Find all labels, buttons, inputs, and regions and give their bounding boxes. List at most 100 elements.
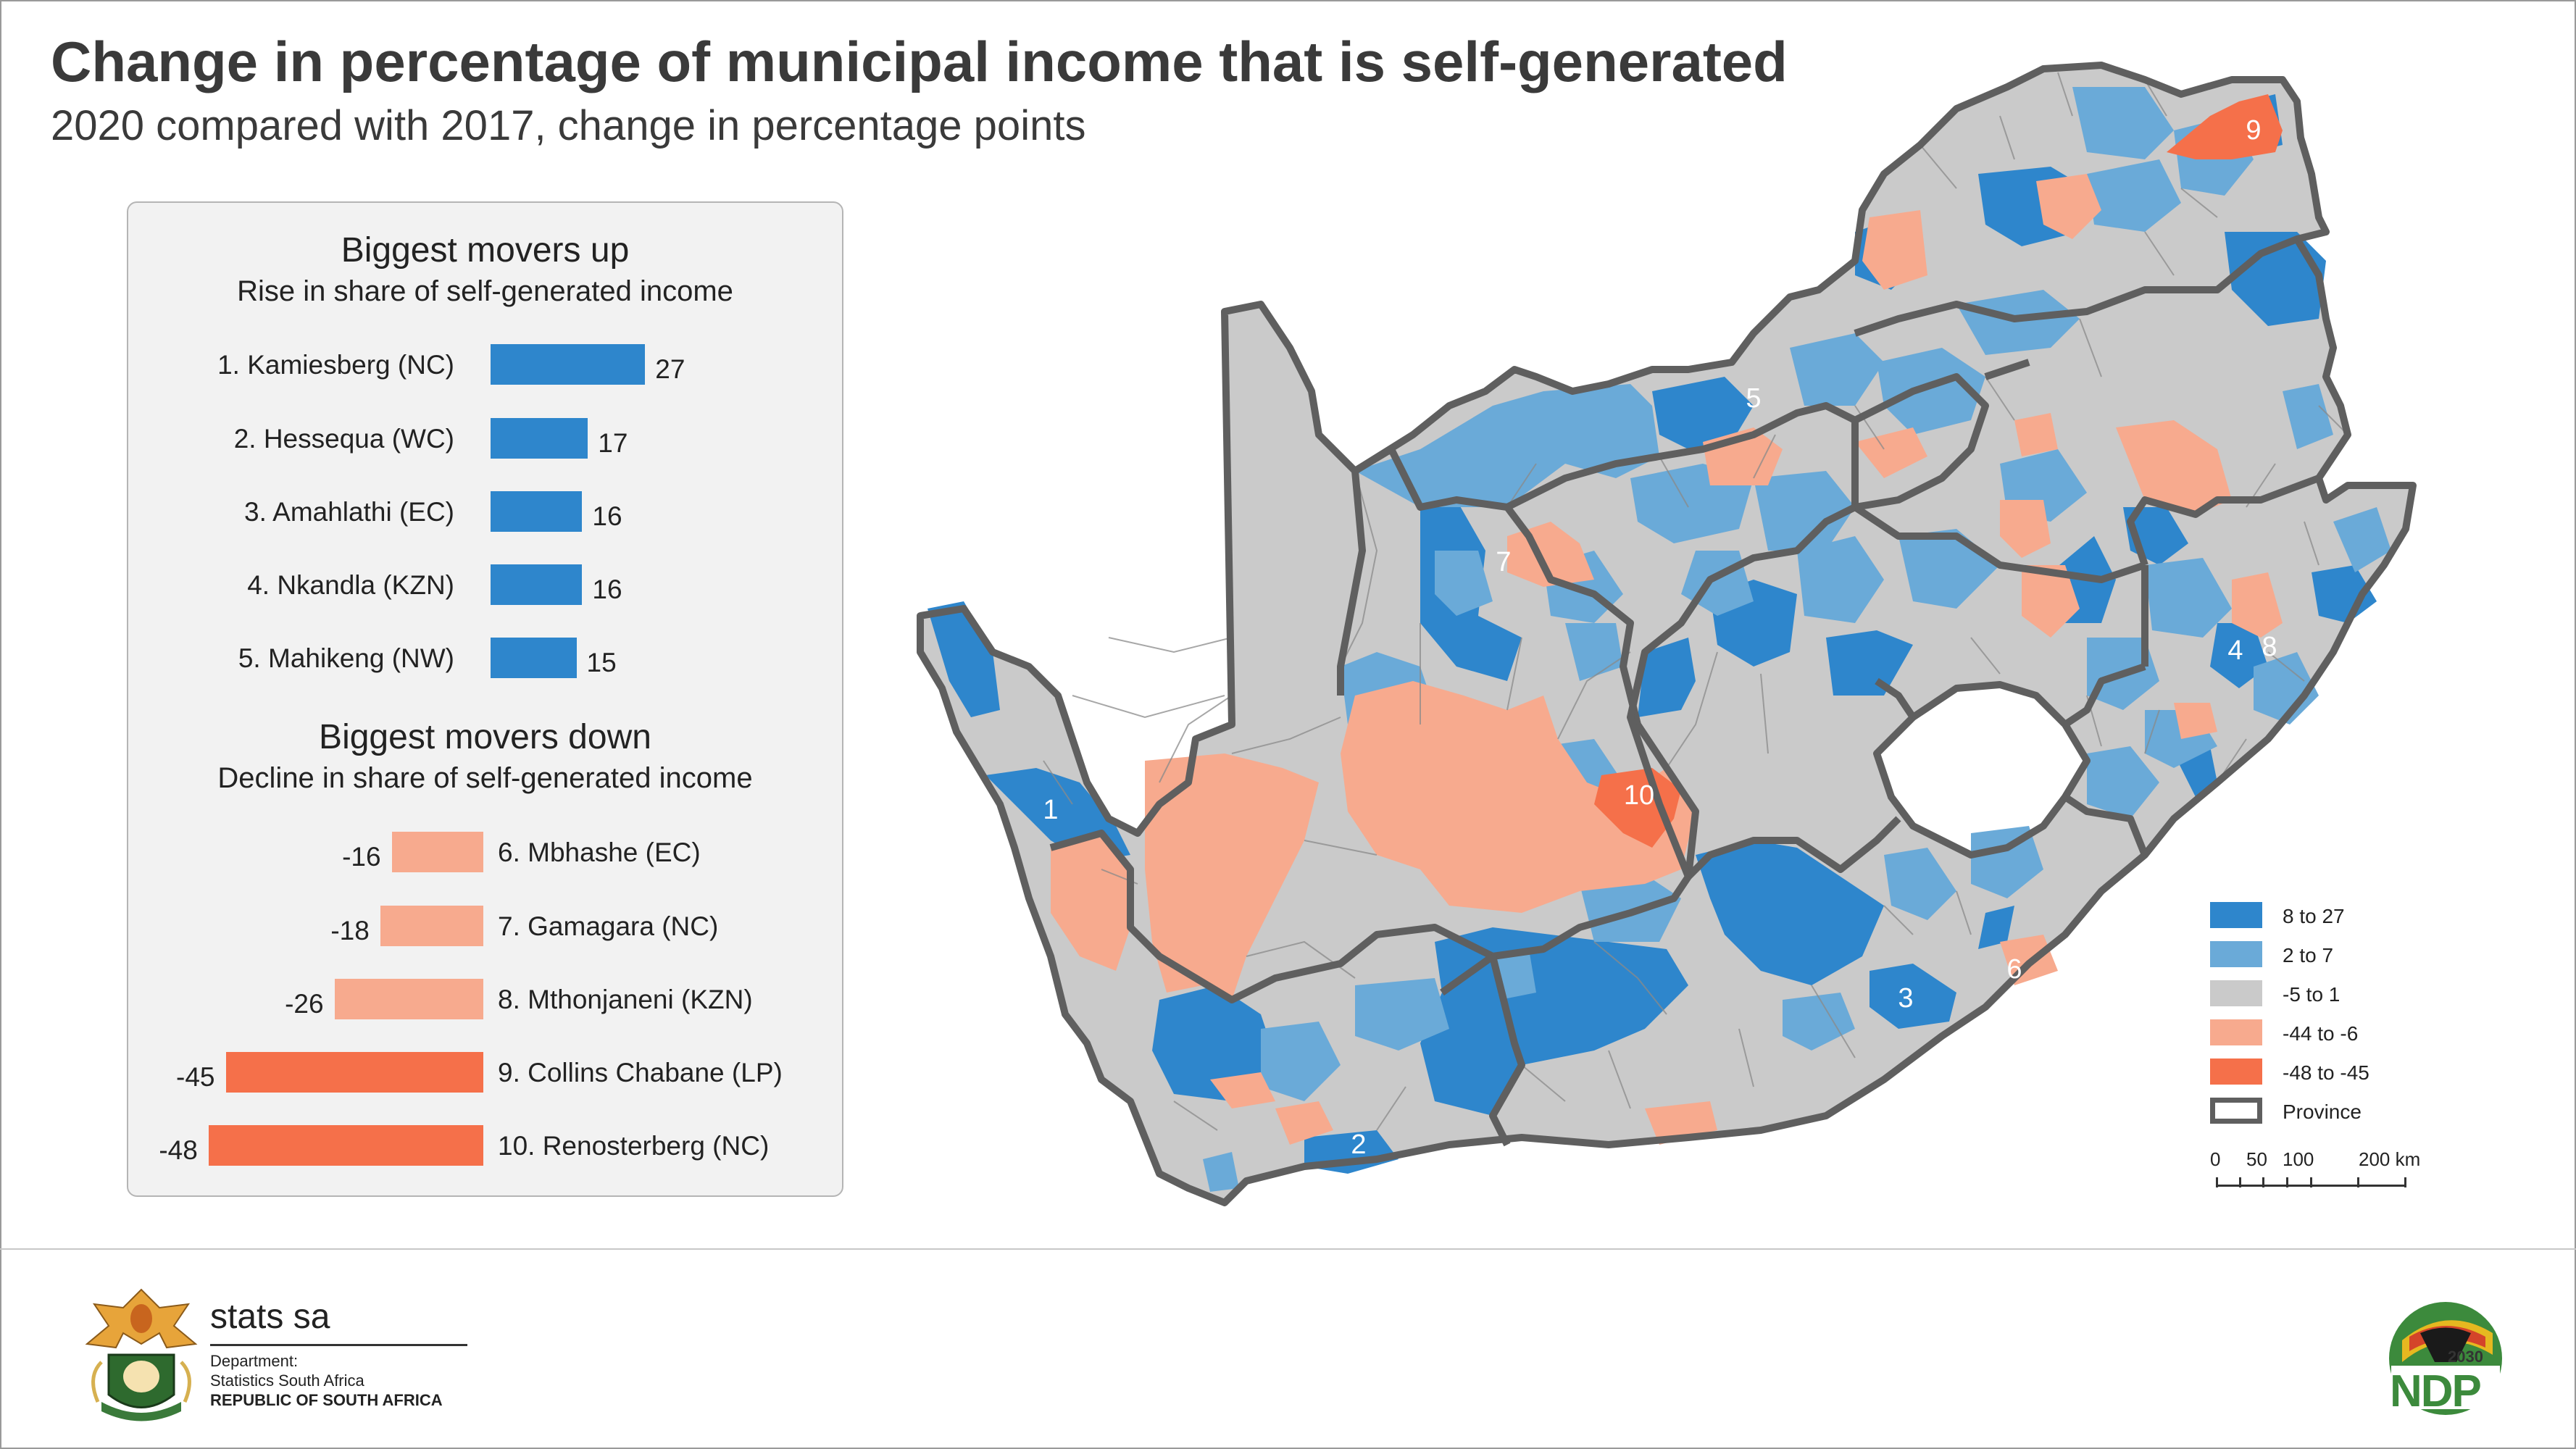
legend-label: -5 to 1 — [2283, 983, 2341, 1006]
up-row-value: 16 — [592, 575, 622, 604]
biggest-movers-panel: Biggest movers up Rise in share of self-… — [127, 201, 843, 1197]
down-row-label: 7. Gamagara (NC) — [498, 911, 719, 941]
up-section-subtitle: Rise in share of self-generated income — [237, 275, 733, 307]
scale-label: 200 km — [2359, 1148, 2421, 1170]
org-dept-line1: Department: — [210, 1352, 299, 1370]
province-borders — [917, 62, 2417, 1206]
org-country: REPUBLIC OF SOUTH AFRICA — [210, 1391, 443, 1409]
page-subtitle: 2020 compared with 2017, change in perce… — [51, 102, 1086, 149]
lp-mp-boundary — [1854, 235, 2298, 380]
down-row-value: -48 — [159, 1135, 198, 1165]
down-row-bar — [380, 906, 483, 946]
down-row: -48 10. Renosterberg (NC) — [128, 1125, 842, 1176]
up-row: 3. Amahlathi (EC) 16 — [128, 491, 842, 542]
org-dept-line2: Statistics South Africa — [210, 1371, 364, 1390]
ndp-logo-icon — [2389, 1302, 2502, 1415]
down-row: -16 6. Mbhashe (EC) — [128, 832, 842, 882]
scale-bar: 0 50 100 200 km — [2210, 1148, 2456, 1199]
scale-tick — [2286, 1177, 2288, 1187]
municipality-regions: 1 2 3 4 5 6 7 8 9 10 — [917, 62, 2417, 1206]
legend-swatch — [2210, 941, 2262, 967]
scale-tick — [2262, 1177, 2264, 1187]
mp-kzn-boundary — [2127, 475, 2320, 667]
map-marker-2: 2 — [1351, 1129, 1366, 1160]
up-row-label: 3. Amahlathi (EC) — [244, 497, 454, 527]
map-markers: 1 2 3 4 5 6 7 8 9 10 — [1043, 115, 2277, 1160]
map-marker-8: 8 — [2262, 632, 2277, 662]
legend-swatch-province — [2210, 1098, 2262, 1124]
down-section-title: Biggest movers down — [319, 718, 651, 756]
legend-label: Province — [2283, 1101, 2362, 1123]
gp-boundary — [1853, 373, 1989, 511]
scale-label: 100 — [2283, 1148, 2314, 1170]
regions-m48-to-m45 — [1594, 94, 2283, 848]
down-row-bar — [225, 1052, 483, 1093]
scale-label: 50 — [2246, 1148, 2267, 1170]
up-row-bar — [491, 564, 583, 605]
down-section-subtitle: Decline in share of self-generated incom… — [217, 762, 753, 794]
legend-item: -44 to -6 — [2210, 1019, 2500, 1048]
legend-swatch — [2210, 980, 2262, 1006]
legend-item: Province — [2210, 1098, 2500, 1127]
scale-tick — [2216, 1177, 2218, 1187]
scale-tick — [2404, 1177, 2406, 1187]
map-marker-3: 3 — [1898, 983, 1913, 1014]
map-marker-6: 6 — [2006, 954, 2022, 985]
coat-of-arms-icon — [85, 1288, 198, 1421]
down-row-label: 8. Mthonjaneni (KZN) — [498, 985, 753, 1014]
org-name-underline — [210, 1344, 467, 1346]
up-row-value: 16 — [592, 501, 622, 531]
footer-divider — [0, 1248, 2576, 1250]
map-marker-10: 10 — [1624, 780, 1654, 811]
down-row-bar — [391, 832, 483, 872]
map-marker-5: 5 — [1746, 383, 1761, 414]
scale-label: 0 — [2210, 1148, 2221, 1170]
legend-item: -48 to -45 — [2210, 1058, 2500, 1087]
nw-boundary — [1505, 402, 1859, 511]
map-marker-1: 1 — [1043, 795, 1058, 825]
down-row-value: -26 — [285, 989, 324, 1019]
legend-label: 2 to 7 — [2283, 944, 2334, 966]
down-row-label: 9. Collins Chabane (LP) — [498, 1058, 783, 1087]
up-row: 2. Hessequa (WC) 17 — [128, 418, 842, 469]
map-marker-7: 7 — [1496, 547, 1511, 577]
wc-ec-boundary — [1440, 953, 1525, 1147]
down-row-value: -45 — [176, 1062, 215, 1092]
legend-item: -5 to 1 — [2210, 980, 2500, 1009]
map-marker-4: 4 — [2227, 635, 2243, 666]
up-row: 5. Mahikeng (NW) 15 — [128, 638, 842, 688]
up-row-bar — [491, 418, 588, 459]
down-row-label: 10. Renosterberg (NC) — [498, 1131, 770, 1161]
scale-tick — [2357, 1177, 2359, 1187]
scale-tick — [2310, 1177, 2312, 1187]
legend-item: 2 to 7 — [2210, 941, 2500, 970]
down-row: -18 7. Gamagara (NC) — [128, 906, 842, 956]
up-row-value: 15 — [586, 648, 617, 677]
org-department: Department: Statistics South Africa REPU… — [210, 1351, 443, 1410]
map-marker-9: 9 — [2246, 115, 2261, 146]
up-row-label: 4. Nkandla (KZN) — [247, 570, 454, 600]
up-row-label: 2. Hessequa (WC) — [233, 424, 454, 454]
municipal-boundaries — [1043, 72, 2348, 1131]
ndp-year: 2030 — [2448, 1348, 2483, 1366]
legend-label: 8 to 27 — [2283, 905, 2345, 927]
legend-label: -44 to -6 — [2283, 1022, 2359, 1045]
regions-8-to-27 — [928, 94, 2377, 1174]
down-row-value: -18 — [330, 916, 370, 945]
up-row-value: 17 — [598, 428, 628, 458]
org-name: stats sa — [210, 1298, 330, 1336]
down-row-bar — [208, 1125, 483, 1166]
up-row-bar — [491, 638, 577, 678]
up-row-bar — [491, 491, 583, 532]
country-outline — [917, 62, 2417, 1206]
up-row-value: 27 — [655, 354, 685, 384]
lesotho — [1877, 685, 2087, 855]
legend-item: 8 to 27 — [2210, 902, 2500, 931]
legend-swatch — [2210, 902, 2262, 928]
up-row: 4. Nkandla (KZN) 16 — [128, 564, 842, 615]
down-row: -26 8. Mthonjaneni (KZN) — [128, 979, 842, 1030]
fs-boundary — [1627, 504, 2146, 878]
up-row-label: 5. Mahikeng (NW) — [238, 643, 454, 673]
up-section-title: Biggest movers up — [341, 231, 630, 270]
legend-label: -48 to -45 — [2283, 1061, 2369, 1084]
